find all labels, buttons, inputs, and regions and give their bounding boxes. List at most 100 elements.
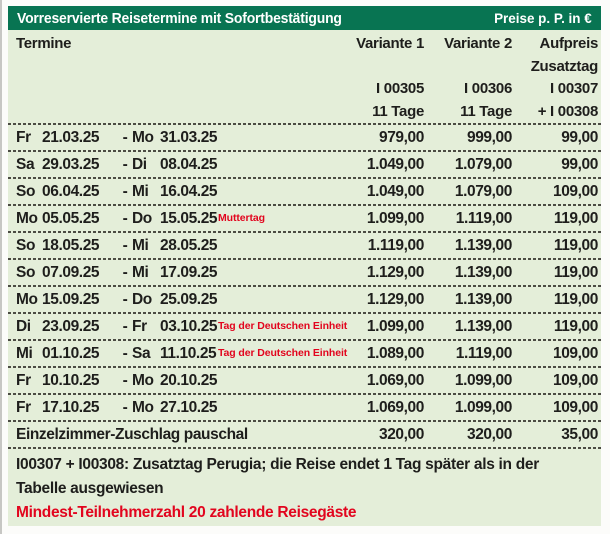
weekday-start: Sa [16, 156, 35, 173]
table-row: So 06.04.25- Mi 16.04.25 1.049,00 1.079,00 … [8, 179, 601, 204]
column-header-row-3: I 00305 I 00306 I 00307 [16, 78, 598, 101]
row-separator [8, 231, 601, 233]
range-dash: - [122, 210, 128, 227]
date-end: 25.09.25 [160, 291, 218, 308]
date-end: 11.10.25 [160, 345, 217, 362]
weekday-start: Mo [16, 291, 38, 308]
weekday-end: Mo [132, 372, 154, 389]
price-table: Vorreservierte Reisetermine mit Sofortbe… [8, 6, 601, 526]
row-date-range: So 07.09.25 - Mi 17.09.25 [16, 260, 336, 285]
date-start: 15.09.25 [42, 291, 100, 308]
row-date-range: Di 23.09.25 - Fr 03.10.25 Tag der Deutschen … [16, 314, 347, 339]
duration-variante1: 11 Tage [372, 102, 424, 120]
surcharge-variante2: 320,00 [466, 426, 512, 443]
table-row: So 07.09.25- Mi 17.09.25 1.129,00 1.139,00 … [8, 260, 601, 285]
holiday-note: Tag der Deutschen Einheit [218, 347, 348, 359]
range-dash: - [122, 264, 128, 281]
range-dash: - [122, 318, 128, 335]
range-dash: - [122, 129, 128, 146]
spacer-cell [16, 101, 336, 124]
date-start: 07.09.25 [42, 264, 100, 281]
price-variante1: 1.069,00 [366, 372, 425, 389]
price-variante1: 1.129,00 [366, 291, 425, 308]
code-aufpreis: I 00307 [550, 80, 598, 97]
row-date-range: Mi 01.10.25 - Sa 11.10.25 Tag der Deutschen … [16, 341, 347, 366]
spacer-cell [16, 78, 336, 101]
date-end: 20.10.25 [160, 372, 218, 389]
price-aufpreis: 109,00 [552, 345, 598, 362]
row-date-range: Sa 29.03.25 - Di 08.04.25 [16, 152, 336, 177]
date-start: 10.10.25 [42, 372, 100, 389]
price-variante2: 1.139,00 [454, 264, 513, 281]
weekday-end: Mo [132, 129, 154, 146]
row-separator [8, 177, 601, 179]
spacer-cell [424, 56, 512, 79]
date-start: 01.10.25 [42, 345, 100, 362]
price-variante1: 1.099,00 [366, 210, 425, 227]
table-row: Fr 21.03.25 - Mo 31.03.25 979,00 999,00 99,0… [8, 125, 601, 150]
price-variante2: 1.099,00 [454, 372, 513, 389]
price-variante1: 1.049,00 [366, 156, 425, 173]
row-date-range: Fr 21.03.25 - Mo 31.03.25 [16, 125, 336, 150]
row-date-range: So 06.04.25 - Mi 16.04.25 [16, 179, 336, 204]
price-aufpreis: 119,00 [553, 237, 599, 254]
date-end: 28.05.25 [160, 237, 218, 254]
price-aufpreis: 109,00 [552, 372, 598, 389]
price-aufpreis: 119,00 [553, 264, 599, 281]
surcharge-variante1: 320,00 [378, 426, 424, 443]
price-variante1: 1.129,00 [366, 264, 425, 281]
spacer-cell [336, 56, 424, 79]
price-aufpreis: 109,00 [552, 183, 598, 200]
price-aufpreis: 119,00 [553, 291, 599, 308]
weekday-end: Mi [132, 237, 149, 254]
row-date-range: Fr 10.10.25 - Mo 20.10.25 [16, 368, 336, 393]
col-zusatztag: Zusatztag [530, 57, 599, 75]
single-room-surcharge-row: Einzelzimmer-Zuschlag pauschal 320,00 32… [8, 422, 601, 447]
date-end: 03.10.25 [160, 318, 218, 335]
col-aufpreis: Aufpreis [539, 35, 599, 52]
range-dash: - [122, 372, 128, 389]
weekday-end: Do [132, 210, 152, 227]
weekday-start: So [16, 183, 36, 200]
weekday-start: Mi [16, 345, 33, 362]
duration-variante2: 11 Tage [460, 102, 512, 120]
col-variante1: Variante 1 [356, 35, 424, 52]
code-variante1: I 00305 [376, 80, 424, 97]
row-date-range: Mo 15.09.25 - Do 25.09.25 [16, 287, 336, 312]
table-row: So 18.05.25- Mi 28.05.25 1.119,00 1.139,00 … [8, 233, 601, 258]
holiday-note: Tag der Deutschen Einheit [218, 320, 348, 332]
price-variante2: 1.119,00 [455, 210, 513, 227]
min-participants-note: Mindest-Teilnehmerzahl 20 zahlende Reise… [16, 504, 357, 521]
weekday-start: Di [16, 318, 31, 335]
row-separator [8, 258, 601, 260]
date-end: 15.05.25 [160, 210, 218, 227]
price-variante1: 1.099,00 [366, 318, 425, 335]
date-start: 23.09.25 [42, 318, 100, 335]
page-edge-line [0, 0, 2, 534]
surcharge-label: Einzelzimmer-Zuschlag pauschal [16, 426, 248, 443]
row-separator [8, 393, 601, 395]
weekday-start: So [16, 237, 36, 254]
row-separator [8, 204, 601, 206]
date-end: 08.04.25 [160, 156, 218, 173]
weekday-end: Sa [132, 345, 151, 362]
weekday-end: Di [132, 156, 147, 173]
date-start: 05.05.25 [42, 210, 100, 227]
price-variante2: 1.139,00 [454, 237, 513, 254]
price-unit-note: Preise p. P. in € [494, 10, 592, 26]
date-start: 21.03.25 [42, 129, 100, 146]
weekday-start: Fr [16, 399, 31, 416]
spacer-cell [16, 56, 336, 79]
range-dash: - [122, 237, 128, 254]
weekday-start: Fr [16, 129, 31, 146]
price-aufpreis: 119,00 [553, 210, 599, 227]
date-start: 18.05.25 [42, 237, 100, 254]
price-variante2: 999,00 [466, 129, 512, 146]
column-header-row-4: 11 Tage 11 Tage + I 00308 [16, 101, 598, 124]
price-variante2: 1.079,00 [454, 156, 513, 173]
row-separator [8, 150, 601, 152]
range-dash: - [122, 399, 128, 416]
code-variante2: I 00306 [464, 80, 512, 97]
range-dash: - [122, 345, 128, 362]
row-separator [8, 339, 601, 341]
